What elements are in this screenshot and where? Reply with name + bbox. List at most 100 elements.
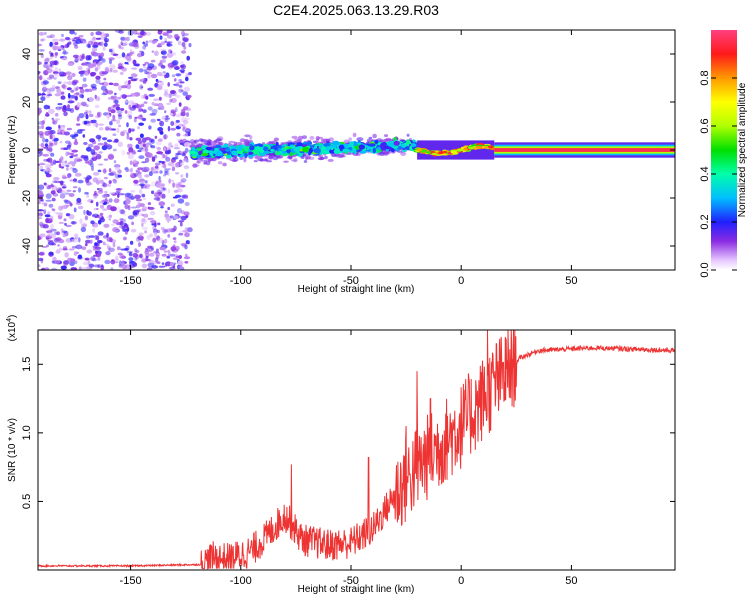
heatmap-blob (108, 172, 115, 176)
heatmap-blob (40, 96, 46, 102)
heatmap-blob (56, 106, 60, 109)
heatmap-blob (52, 45, 58, 51)
heatmap-blob (89, 182, 93, 186)
heatmap-blob (163, 134, 167, 140)
heatmap-blob (94, 234, 98, 240)
heatmap-blob (124, 110, 128, 114)
heatmap-blob (192, 163, 198, 168)
heatmap-blob (164, 110, 167, 114)
heatmap-blob (58, 124, 61, 129)
heatmap-blob (143, 101, 148, 104)
heatmap-blob (38, 257, 44, 262)
y-tick-label: -20 (21, 190, 33, 206)
heatmap-blob (145, 253, 151, 256)
heatmap-blob (38, 75, 43, 81)
heatmap-blob (137, 167, 144, 171)
heatmap-blob (60, 180, 64, 186)
heatmap-blob (126, 122, 129, 128)
heatmap-blob (187, 132, 191, 137)
heatmap-blob (183, 256, 191, 260)
heatmap-blob (86, 193, 90, 198)
heatmap-blob (153, 103, 159, 106)
heatmap-blob (76, 102, 82, 108)
heatmap-blob (39, 221, 44, 227)
heatmap-blob (156, 151, 164, 155)
heatmap-blob (103, 141, 108, 147)
heatmap-blob (126, 52, 130, 56)
heatmap-blob (87, 176, 92, 180)
heatmap-blob (123, 236, 127, 241)
heatmap-blob (154, 231, 157, 237)
heatmap-blob (185, 240, 190, 245)
heatmap-blob (88, 263, 95, 268)
heatmap-blob (137, 137, 142, 140)
heatmap-blob (178, 161, 185, 164)
heatmap-blob (103, 112, 108, 116)
heatmap-blob (244, 152, 248, 159)
heatmap-blob (120, 46, 124, 50)
heatmap-blob (93, 207, 97, 211)
heatmap-blob (92, 172, 100, 176)
heatmap-blob (84, 87, 90, 94)
heatmap-blob (109, 121, 113, 126)
heatmap-blob (38, 209, 44, 212)
heatmap-blob (124, 204, 129, 210)
heatmap-blob (85, 110, 89, 113)
heatmap-blob (116, 127, 120, 133)
heatmap-blob (135, 198, 143, 202)
heatmap-blob (43, 182, 47, 186)
heatmap-blob (186, 94, 192, 99)
heatmap-blob (92, 247, 97, 251)
y-tick-label: 40 (21, 48, 33, 60)
heatmap-blob (64, 36, 71, 41)
heatmap-blob (81, 55, 85, 60)
heatmap-blob (208, 143, 212, 146)
heatmap-blob (155, 248, 159, 252)
heatmap-blob (175, 245, 180, 251)
heatmap-blob (38, 108, 42, 114)
heatmap-blob (154, 162, 161, 166)
heatmap-blob (82, 41, 88, 44)
heatmap-blob (95, 37, 101, 40)
heatmap-blob (183, 38, 188, 43)
heatmap-blob (95, 201, 99, 207)
heatmap-blob (169, 253, 176, 257)
heatmap-blob (128, 104, 132, 110)
heatmap-blob (244, 139, 250, 145)
heatmap-blob (50, 152, 55, 157)
heatmap-blob (184, 141, 191, 148)
heatmap-blob (115, 166, 121, 171)
heatmap-blob (102, 137, 108, 141)
heatmap-blob (101, 93, 108, 96)
heatmap-blob (147, 87, 154, 91)
heatmap-blob (169, 262, 175, 267)
heatmap-blob (294, 137, 299, 142)
heatmap-blob (97, 240, 103, 244)
heatmap-blob (158, 138, 163, 142)
heatmap-blob (170, 246, 177, 252)
heatmap-blob (107, 154, 115, 160)
x-tick-label: -150 (120, 575, 142, 587)
heatmap-blob (104, 33, 109, 37)
heatmap-blob (180, 215, 187, 221)
heatmap-blob (156, 118, 161, 122)
heatmap-blob (86, 249, 93, 254)
heatmap-blob (130, 228, 137, 233)
heatmap-blob (71, 81, 77, 86)
heatmap-blob (302, 135, 307, 140)
heatmap-blob (206, 157, 213, 162)
heatmap-blob (119, 220, 124, 226)
heatmap-blob (166, 102, 171, 105)
heatmap-blob (59, 193, 66, 199)
heatmap-blob (97, 59, 101, 62)
heatmap-blob (184, 129, 190, 132)
heatmap-blob (73, 87, 77, 92)
heatmap-blob (148, 93, 155, 97)
heatmap-blob (185, 76, 189, 82)
heatmap-blob (151, 265, 159, 269)
heatmap-blob (313, 147, 321, 154)
heatmap-blob (64, 252, 69, 258)
heatmap-blob (124, 198, 131, 205)
heatmap-blob (130, 206, 137, 209)
